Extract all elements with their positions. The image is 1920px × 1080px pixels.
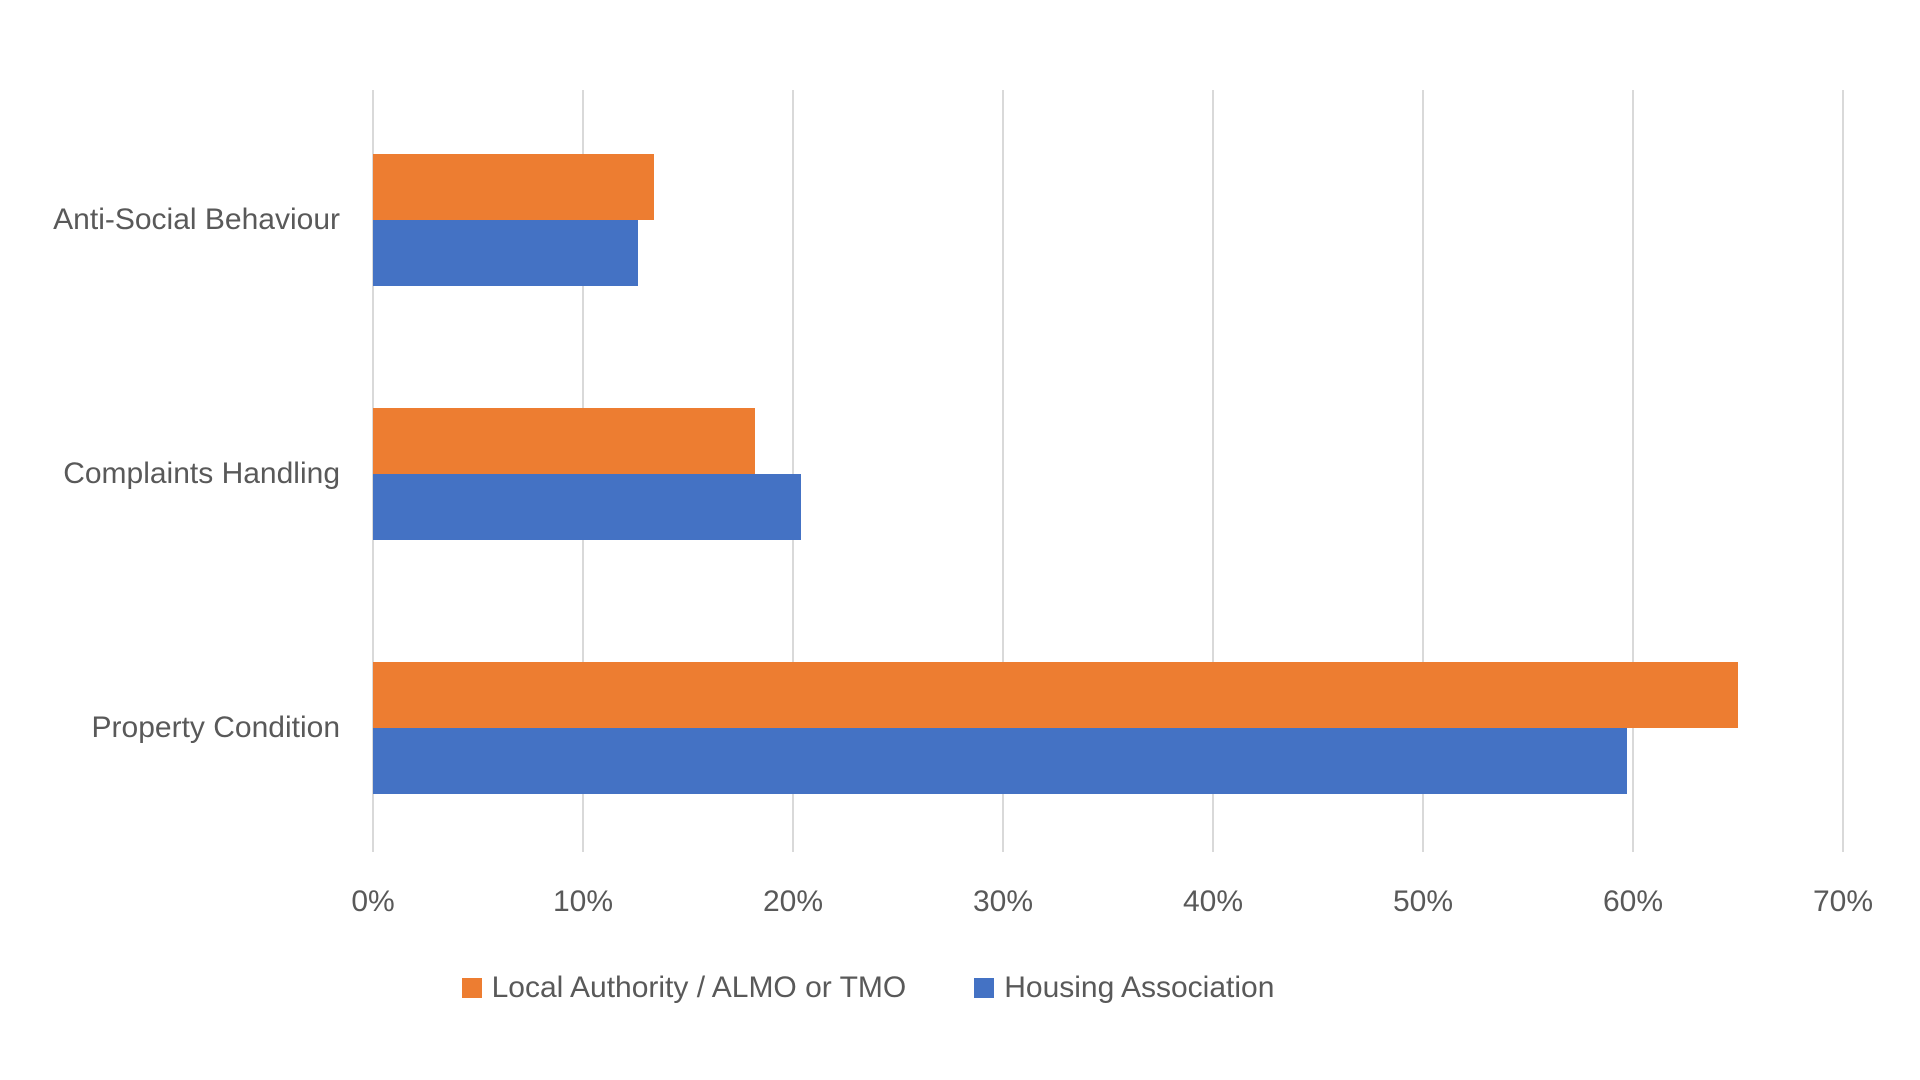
x-tick-70: 70% — [1812, 885, 1874, 918]
x-tick-40: 40% — [1182, 885, 1244, 918]
legend-item-housing-association: Housing Association — [974, 970, 1274, 1006]
category-label-complaints-handling: Complaints Handling — [63, 457, 340, 490]
plot-area — [372, 90, 1844, 852]
x-tick-10: 10% — [552, 885, 614, 918]
x-tick-0: 0% — [351, 885, 395, 918]
gridline-40pct — [1212, 90, 1214, 852]
x-tick-60: 60% — [1602, 885, 1664, 918]
legend-swatch-housing-association-icon — [974, 978, 995, 998]
bar-property-condition-local-authority-almo-or-tmo — [373, 662, 1738, 728]
bar-anti-social-behaviour-housing-association — [373, 220, 638, 286]
bar-complaints-handling-housing-association — [373, 474, 801, 540]
category-label-property-condition: Property Condition — [91, 711, 340, 744]
gridline-20pct — [792, 90, 794, 852]
bar-complaints-handling-local-authority-almo-or-tmo — [373, 408, 755, 474]
legend-label-local-authority: Local Authority / ALMO or TMO — [491, 971, 907, 1004]
gridline-30pct — [1002, 90, 1004, 852]
legend: Local Authority / ALMO or TMO Housing As… — [0, 968, 1736, 1008]
x-tick-20: 20% — [762, 885, 824, 918]
x-tick-50: 50% — [1392, 885, 1454, 918]
legend-label-housing-association: Housing Association — [1004, 971, 1275, 1004]
x-tick-30: 30% — [972, 885, 1034, 918]
legend-swatch-local-authority-icon — [461, 978, 482, 998]
legend-item-local-authority: Local Authority / ALMO or TMO — [461, 970, 907, 1006]
bar-property-condition-housing-association — [373, 728, 1627, 794]
gridline-70pct — [1842, 90, 1844, 852]
gridline-50pct — [1422, 90, 1424, 852]
gridline-60pct — [1632, 90, 1634, 852]
bar-anti-social-behaviour-local-authority-almo-or-tmo — [373, 154, 654, 220]
category-label-anti-social-behaviour: Anti-Social Behaviour — [53, 203, 340, 236]
